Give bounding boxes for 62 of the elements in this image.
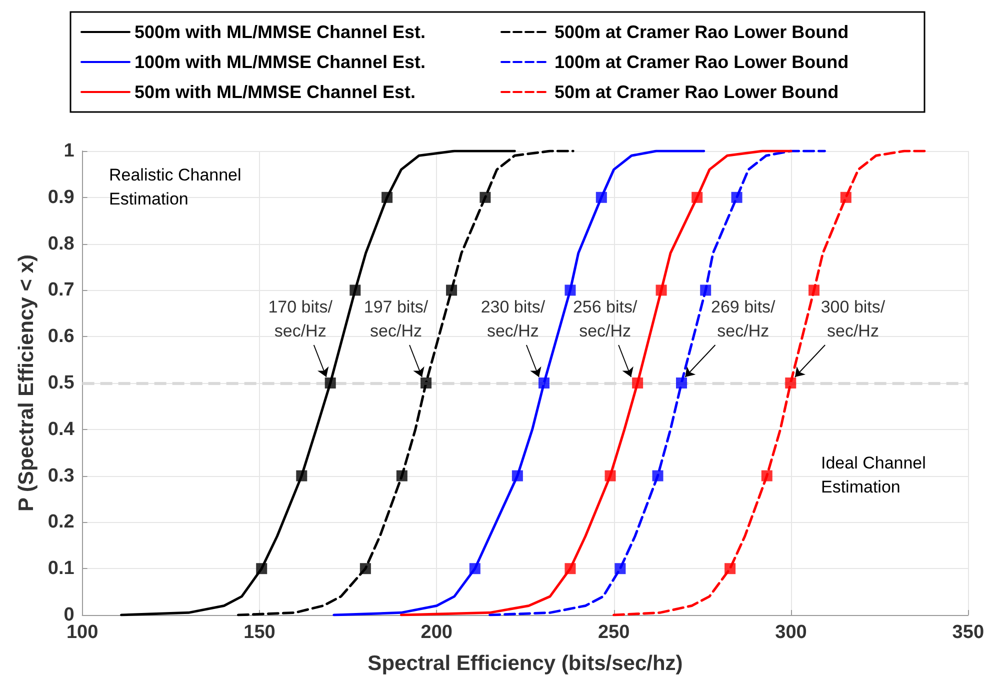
point	[564, 284, 576, 296]
point	[512, 470, 523, 482]
point	[324, 378, 336, 388]
legend-label: 500m with ML/MMSE Channel Est.	[134, 22, 426, 42]
legend-label: 50m with ML/MMSE Channel Est.	[134, 82, 416, 102]
annotation: 256 bits/ sec/Hz	[572, 298, 638, 340]
point	[614, 563, 626, 574]
point	[724, 563, 736, 574]
point	[446, 284, 458, 296]
point	[676, 378, 687, 388]
y-tick-label: 0.5	[48, 372, 75, 394]
point	[469, 563, 480, 574]
y-tick-label: 0.4	[48, 418, 75, 440]
annotation: 170 bits/ sec/Hz	[268, 298, 333, 340]
point	[632, 378, 644, 388]
point	[785, 378, 796, 388]
point	[761, 470, 772, 482]
y-tick-label: 0.9	[48, 186, 74, 208]
line-series	[332, 150, 706, 616]
point	[808, 284, 820, 296]
annotation: 230 bits/ sec/Hz	[480, 298, 546, 340]
annotation: 269 bits/ sec/Hz	[711, 298, 776, 340]
point	[604, 470, 616, 482]
y-tick-label: 0.8	[48, 233, 74, 254]
y-tick-label: 0.7	[48, 280, 74, 301]
point	[652, 470, 664, 482]
x-tick-label: 350	[952, 622, 984, 643]
x-tick-label: 300	[775, 622, 807, 643]
point	[656, 284, 667, 296]
y-tick-label: 0.2	[48, 512, 74, 533]
point	[480, 192, 491, 203]
annotation: Realistic Channel Estimation	[109, 166, 242, 208]
point	[382, 192, 393, 203]
point	[731, 192, 742, 203]
legend-label: 100m with ML/MMSE Channel Est.	[134, 52, 426, 72]
point	[700, 284, 712, 296]
point	[538, 378, 550, 388]
point	[360, 563, 371, 574]
y-axis-title: P (Spectral Efficiency < x)	[15, 254, 38, 512]
legend-label: 500m at Cramer Rao Lower Bound	[554, 22, 849, 42]
x-tick-label: 250	[598, 622, 630, 643]
x-tick-label: 150	[244, 622, 276, 643]
annotation: 197 bits/ sec/Hz	[364, 298, 428, 340]
legend-label: 50m at Cramer Rao Lower Bound	[554, 82, 839, 102]
point	[420, 378, 432, 388]
annotation: 300 bits/ sec/Hz	[820, 298, 886, 340]
annotation: Ideal Channel Estimation	[821, 454, 926, 496]
x-tick-label: 200	[420, 622, 452, 643]
point	[350, 284, 361, 296]
point	[692, 192, 703, 203]
y-tick-label: 1	[64, 140, 75, 162]
x-axis-title: Spectral Efficiency (bits/sec/hz)	[368, 652, 683, 675]
point	[564, 563, 576, 574]
point	[396, 470, 408, 482]
y-tick-label: 0.6	[48, 326, 74, 348]
point	[296, 470, 308, 482]
legend-label: 100m at Cramer Rao Lower Bound	[554, 52, 849, 72]
point	[256, 563, 268, 574]
y-tick-label: 0.3	[48, 465, 74, 486]
point	[840, 192, 852, 203]
point	[596, 192, 607, 203]
y-tick-label: 0.1	[48, 558, 75, 580]
